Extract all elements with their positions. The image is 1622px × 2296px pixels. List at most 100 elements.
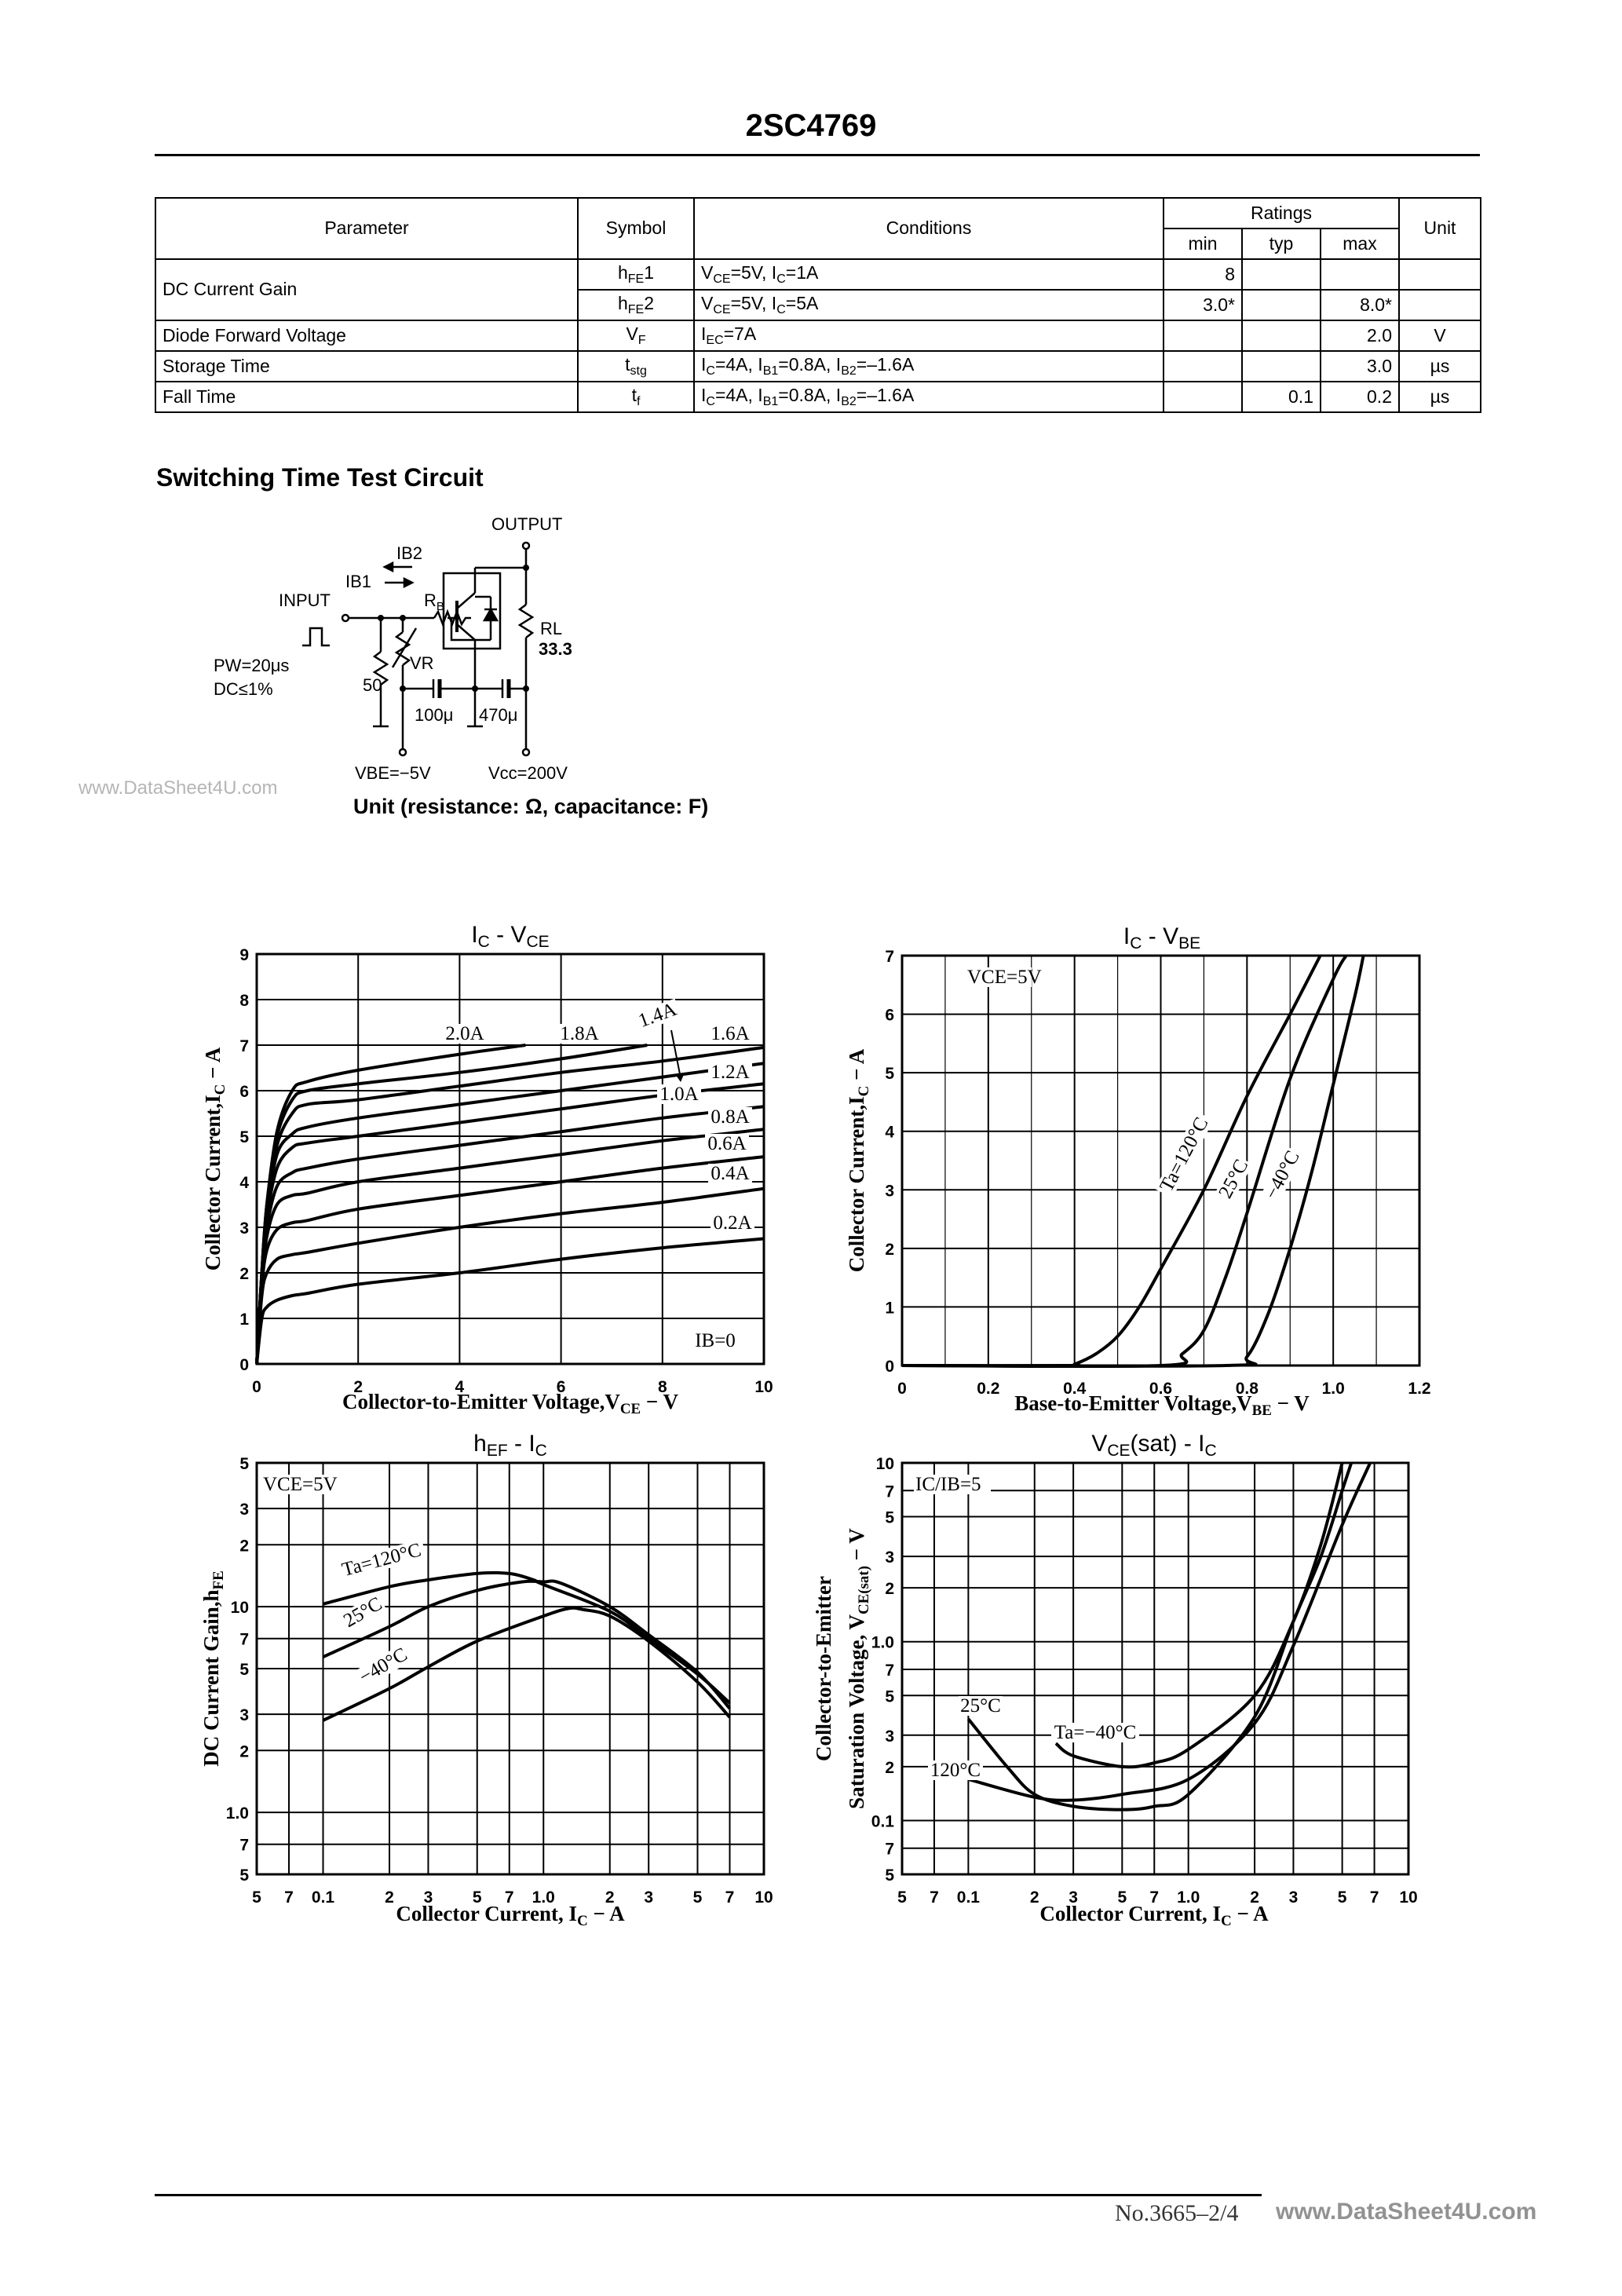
text-segment: Base-to-Emitter Voltage,V — [1014, 1391, 1252, 1415]
y-tick-label: 7 — [885, 1841, 894, 1859]
annotation-label: 1.2A — [711, 1062, 749, 1083]
text-segment: Collector-to-Emitter — [812, 1576, 835, 1761]
cell-max: 8.0* — [1320, 289, 1400, 321]
c1-label: 100μ — [415, 705, 453, 725]
footer-watermark: www.DataSheet4U.com — [1276, 2199, 1537, 2225]
x-tick-label: 3 — [644, 1888, 653, 1907]
y-tick-label: 4 — [239, 1174, 249, 1192]
text-segment: I — [701, 384, 707, 405]
x-tick-label: 5 — [473, 1888, 482, 1907]
text-segment: =0.8A, I — [778, 353, 842, 375]
cell-min — [1163, 381, 1243, 413]
x-tick-label: 3 — [424, 1888, 433, 1907]
cell-typ — [1241, 350, 1321, 382]
subscript-text: B1 — [762, 364, 779, 378]
x-tick-label: 3 — [1069, 1888, 1078, 1907]
c2-label: 470μ — [479, 705, 517, 725]
text-segment: =–1.6A — [856, 384, 915, 405]
x-tick-label: 2 — [353, 1378, 363, 1396]
y-tick-label: 7 — [885, 1483, 894, 1501]
x-tick-label: 0.1 — [957, 1888, 981, 1907]
annotation-background — [338, 1592, 387, 1632]
annotation-background — [557, 1024, 601, 1044]
x-tick-label: 0 — [252, 1378, 261, 1396]
subscript-text: C — [577, 1913, 588, 1929]
switching-test-circuit: OUTPUT IB2 IB1 INPUT RB RL 33.3 VR 50 PW… — [214, 514, 572, 783]
cell-min — [1163, 350, 1243, 382]
vcc-label: Vcc=200V — [488, 763, 568, 783]
series-line-2 — [967, 1462, 1372, 1802]
subscript-text: CE — [1107, 1442, 1130, 1460]
x-tick-label: 2 — [605, 1888, 615, 1907]
x-tick-label: 7 — [1149, 1888, 1159, 1907]
subscript-text: CE — [713, 272, 731, 286]
text-segment: V — [701, 292, 714, 313]
subscript-text: FE — [210, 1570, 227, 1589]
cell-unit — [1398, 258, 1481, 291]
text-segment: h — [617, 261, 628, 283]
y-tick-label: 0 — [885, 1358, 894, 1376]
text-segment: − V — [845, 1528, 868, 1566]
cell-conditions: IC=4A, IB1=0.8A, IB2=–1.6A — [693, 350, 1164, 382]
x-tick-label: 1.0 — [1177, 1888, 1200, 1907]
x-tick-label: 7 — [930, 1888, 939, 1907]
y-axis-label: Collector-to-Emitter — [812, 1576, 835, 1761]
cell-conditions: VCE=5V, IC=1A — [693, 258, 1164, 291]
subscript-text: CE — [527, 933, 550, 951]
x-tick-label: 7 — [1370, 1888, 1379, 1907]
x-tick-label: 5 — [1117, 1888, 1127, 1907]
ib1-label: IB1 — [345, 572, 371, 591]
cell-symbol: hFE1 — [577, 258, 695, 291]
vcc-terminal — [521, 748, 531, 757]
x-tick-label: 0.8 — [1236, 1380, 1259, 1398]
text-segment: =–1.6A — [856, 353, 915, 375]
electrical-characteristics-table: Parameter Symbol Conditions Ratings Unit… — [155, 197, 1481, 413]
diode-icon — [482, 607, 499, 622]
annotation-label: IB=0 — [695, 1330, 736, 1351]
cell-parameter: DC Current Gain — [155, 258, 579, 321]
text-segment: t — [631, 384, 637, 405]
annotation-background — [261, 1475, 327, 1494]
y-tick-label: 7 — [885, 948, 894, 966]
watermark-text: www.DataSheet4U.com — [79, 777, 278, 799]
subscript-text: C — [212, 1084, 228, 1095]
chart-4: 5 7 0.1 2 3 5 7 1.0 2 3 5 7 10570.123571.0235710VCE(… — [812, 1431, 1418, 1929]
annotation-background — [354, 1643, 412, 1688]
y-tick-label: 6 — [885, 1007, 894, 1025]
annotation-background — [1215, 1154, 1253, 1204]
y-tick-label: 5 — [239, 1866, 249, 1885]
rl-resistor — [517, 604, 535, 638]
subscript-text: FE — [627, 302, 645, 316]
text-segment: V — [1091, 1431, 1107, 1457]
cell-unit — [1398, 289, 1481, 321]
annotation-label: Ta=−40°C — [1054, 1722, 1137, 1743]
y-tick-label: 9 — [239, 946, 249, 964]
footer-rule — [155, 2194, 1262, 2196]
cell-max — [1320, 258, 1400, 291]
x-tick-label: 0.1 — [312, 1888, 335, 1907]
cell-typ: 0.1 — [1241, 381, 1321, 413]
text-segment: (sat) - I — [1131, 1431, 1205, 1457]
x-tick-label: 2 — [385, 1888, 394, 1907]
text-segment: I — [1123, 923, 1130, 949]
annotation-label: 0.4A — [711, 1163, 749, 1184]
rb-label: RB — [424, 590, 444, 613]
annotation-label: VCE=5V — [263, 1474, 338, 1495]
text-segment: Collector-to-Emitter Voltage,V — [342, 1390, 620, 1413]
text-segment: t — [625, 353, 630, 375]
text-segment: =4A, I — [714, 384, 763, 405]
subscript-text: FE — [627, 272, 645, 286]
subscript-text: B1 — [762, 394, 779, 408]
series-line-1 — [966, 1462, 1353, 1812]
vbe-terminal — [398, 748, 407, 757]
x-axis-label: Base-to-Emitter Voltage,VBE − V — [1014, 1391, 1310, 1419]
annotation-arrow-icon — [670, 1029, 681, 1075]
y-tick-label: 10 — [231, 1599, 249, 1617]
header-symbol: Symbol — [577, 197, 695, 260]
plot-frame — [255, 1461, 765, 1876]
text-segment: Collector Current,I — [201, 1095, 225, 1270]
circuit-section-title: Switching Time Test Circuit — [156, 463, 484, 492]
text-segment: − V — [641, 1390, 678, 1413]
subscript-text: CE — [620, 1401, 641, 1417]
